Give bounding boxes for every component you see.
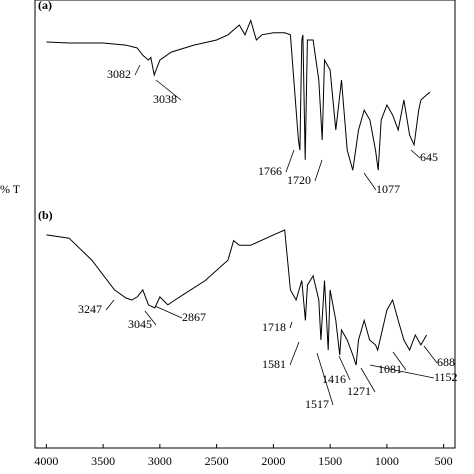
panel-label: (b) bbox=[38, 208, 53, 222]
peak-label: 3082 bbox=[107, 67, 131, 81]
peak-leader bbox=[289, 321, 293, 329]
y-axis-label: % T bbox=[0, 182, 21, 196]
x-tick-label: 500 bbox=[435, 454, 453, 468]
peak-label: 1077 bbox=[376, 182, 400, 196]
peak-leader bbox=[289, 341, 300, 366]
x-tick-label: 1000 bbox=[375, 454, 399, 468]
peak-leader bbox=[285, 149, 295, 173]
x-tick-label: 2000 bbox=[261, 454, 285, 468]
plot-frame bbox=[34, 0, 456, 449]
peak-label: 1517 bbox=[305, 397, 329, 411]
x-tick-label: 1500 bbox=[318, 454, 342, 468]
peak-label: 1581 bbox=[262, 357, 286, 371]
spectrum-line bbox=[46, 18, 431, 171]
peak-label: 1766 bbox=[258, 164, 282, 178]
peak-label: 1152 bbox=[434, 370, 458, 384]
peak-label: 688 bbox=[437, 355, 455, 369]
peak-leader bbox=[105, 299, 115, 311]
peak-leader bbox=[314, 159, 323, 182]
peak-leader bbox=[338, 355, 351, 381]
peak-leader bbox=[154, 305, 183, 319]
peak-label: 1271 bbox=[347, 384, 371, 398]
peak-label: 1720 bbox=[287, 173, 311, 187]
panel-label: (a) bbox=[38, 0, 52, 12]
peak-label: 645 bbox=[420, 150, 438, 164]
peak-label: 2867 bbox=[182, 310, 206, 324]
peak-label: 3045 bbox=[128, 317, 152, 331]
x-tick-label: 4000 bbox=[34, 454, 58, 468]
spectrum-line bbox=[46, 229, 428, 366]
x-tick-label: 3000 bbox=[148, 454, 172, 468]
x-tick-label: 3500 bbox=[91, 454, 115, 468]
x-tick-label: 2500 bbox=[205, 454, 229, 468]
peak-label: 3038 bbox=[153, 92, 177, 106]
peak-leader bbox=[144, 310, 157, 326]
peak-leader bbox=[360, 367, 376, 393]
peak-leader bbox=[316, 352, 334, 406]
peak-label: 1416 bbox=[322, 372, 346, 386]
peak-leader bbox=[423, 345, 438, 364]
peak-leader bbox=[392, 351, 407, 371]
peak-label: 1718 bbox=[262, 320, 286, 334]
peak-leader bbox=[155, 79, 182, 101]
peak-leader bbox=[363, 172, 377, 191]
peak-label: 3247 bbox=[78, 302, 102, 316]
peak-leader bbox=[369, 364, 435, 379]
peak-leader bbox=[134, 64, 141, 76]
peak-leader bbox=[410, 149, 421, 159]
